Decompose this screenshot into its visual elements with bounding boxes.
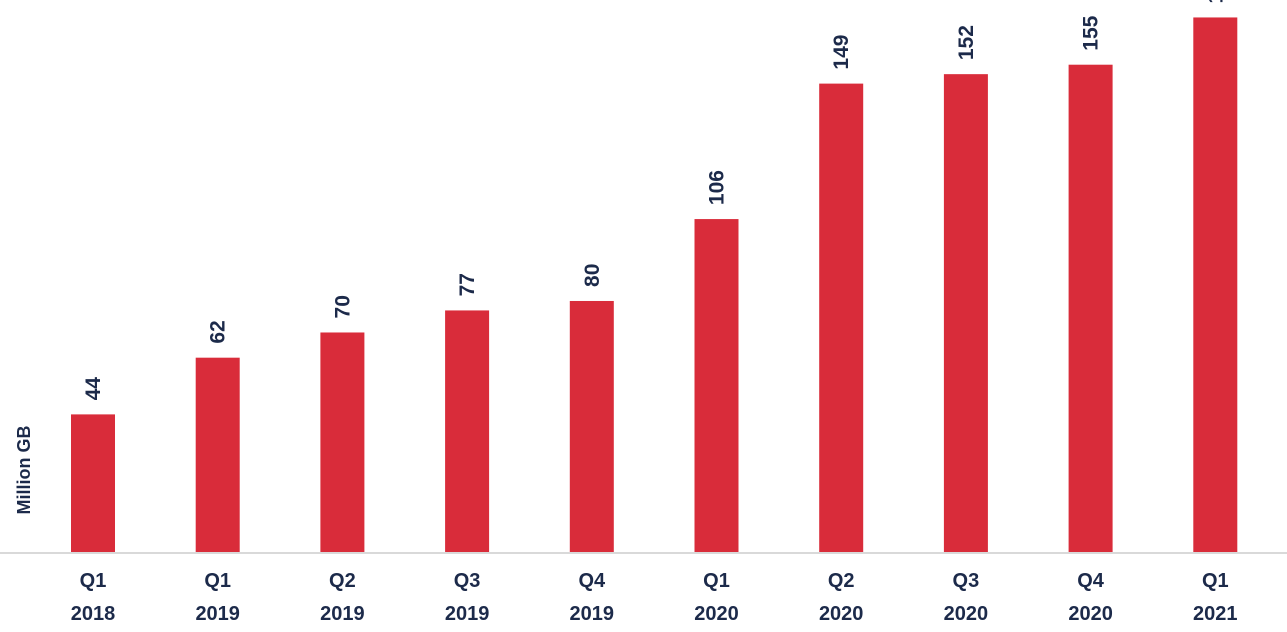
x-tick-label: Q3 2019	[445, 570, 490, 625]
x-tick-label: Q1 2021	[1193, 570, 1238, 625]
x-tick-label: Q2 2019	[320, 570, 365, 625]
bar	[819, 83, 864, 553]
value-label: 155	[1080, 15, 1103, 50]
value-label: 77	[456, 273, 479, 296]
x-tick-label: Q2 2020	[819, 570, 864, 625]
bar	[320, 332, 365, 553]
x-tick-label: Q1 2018	[71, 570, 116, 625]
x-tick-label: Q4 2019	[570, 570, 615, 625]
value-label: 44	[82, 377, 105, 401]
bar	[445, 310, 490, 553]
x-tick-label: Q1 2020	[694, 570, 739, 625]
x-tick-label: Q1 2019	[195, 570, 240, 625]
bar	[1193, 17, 1238, 553]
bar	[195, 357, 240, 553]
bar	[943, 74, 988, 553]
bar	[569, 300, 614, 553]
value-label: 170	[1204, 0, 1227, 3]
bar	[71, 414, 115, 553]
value-labels-layer: 44 62 70 77 80 106 149 152 155 170	[82, 0, 1227, 400]
value-label: 70	[331, 295, 354, 318]
y-axis-label: Million GB	[14, 426, 34, 515]
bar	[1068, 64, 1113, 553]
x-tick-labels: Q1 2018 Q1 2019 Q2 2019 Q3 2019 Q4 2019 Q1 2020 Q2 20…	[71, 570, 1238, 625]
x-tick-label: Q4 2020	[1068, 570, 1113, 625]
value-label: 80	[581, 264, 604, 287]
x-tick-label: Q3 2020	[944, 570, 989, 625]
bars-layer	[71, 17, 1238, 553]
bar	[694, 219, 739, 553]
value-label: 152	[955, 25, 978, 60]
value-label: 62	[207, 320, 230, 343]
value-label: 149	[830, 35, 853, 70]
value-label: 106	[706, 170, 729, 205]
